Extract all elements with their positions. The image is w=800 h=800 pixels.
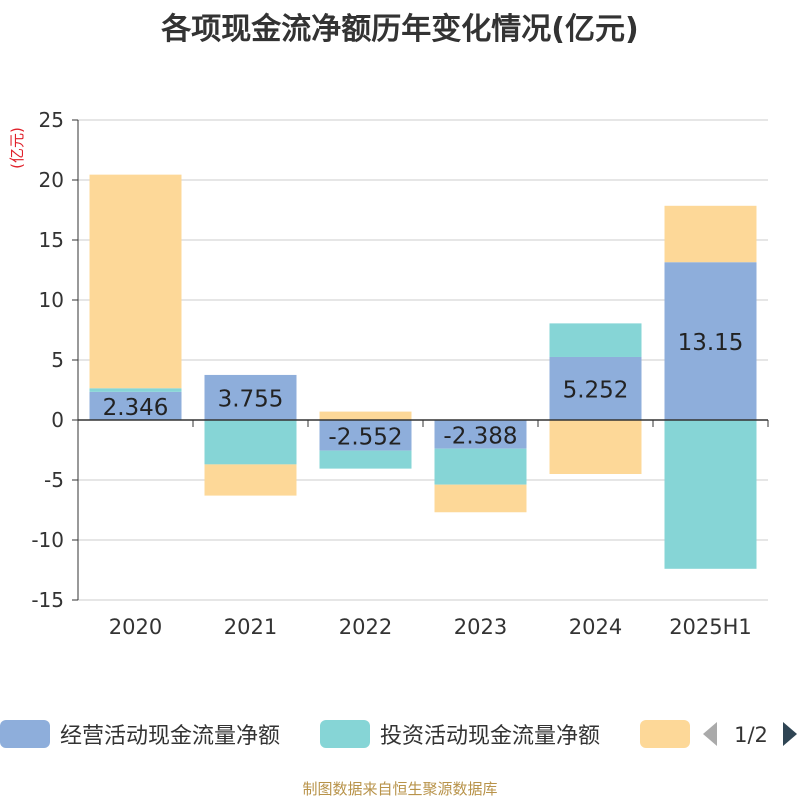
y-tick-label: 5 (51, 348, 64, 372)
y-tick-label: 20 (39, 168, 64, 192)
y-tick-label: -15 (31, 588, 64, 612)
x-tick-label: 2025H1 (669, 615, 752, 639)
chart-title: 各项现金流净额历年变化情况(亿元) (161, 12, 639, 47)
data-label: 5.252 (563, 377, 629, 403)
y-tick-label: 15 (39, 228, 64, 252)
bar-segment (549, 356, 642, 420)
legend-swatch (640, 720, 690, 748)
bar-segment (319, 420, 412, 451)
y-tick-label: 10 (39, 288, 64, 312)
bar-segment (204, 420, 297, 465)
data-label: 2.346 (103, 395, 169, 421)
data-label: 13.15 (678, 330, 744, 356)
data-label: -2.388 (443, 423, 517, 449)
y-tick-label: 0 (51, 408, 64, 432)
x-tick-label: 2022 (339, 615, 392, 639)
bar-segment (664, 262, 757, 420)
x-tick-label: 2023 (454, 615, 507, 639)
bar-segment (549, 420, 642, 474)
data-label: 3.755 (218, 386, 284, 412)
bar-segment (434, 484, 527, 513)
legend-next-icon[interactable] (783, 722, 797, 746)
bar-segment (89, 388, 182, 392)
y-tick-label: -5 (44, 468, 64, 492)
data-label: -2.552 (328, 424, 402, 450)
legend-swatch (320, 720, 370, 748)
x-tick-label: 2020 (109, 615, 162, 639)
x-tick-label: 2024 (569, 615, 622, 639)
y-axis-label: (亿元) (8, 127, 26, 169)
bar-segment (434, 448, 527, 485)
bar-segment (89, 391, 182, 420)
bar-segment (434, 420, 527, 449)
bar-segment (319, 411, 412, 420)
bar-segment (319, 450, 412, 469)
bar-segment (549, 323, 642, 357)
bar-segment (204, 374, 297, 420)
source-footer: 制图数据来自恒生聚源数据库 (302, 780, 498, 798)
bar-segment (664, 420, 757, 569)
y-tick-label: 25 (39, 108, 64, 132)
bar-segment (664, 205, 757, 263)
legend-label: 投资活动现金流量净额 (380, 724, 600, 749)
bar-segment (204, 464, 297, 496)
y-tick-label: -10 (31, 528, 64, 552)
x-tick-label: 2021 (224, 615, 277, 639)
legend-swatch (0, 720, 50, 748)
legend-label: 经营活动现金流量净额 (60, 724, 280, 749)
bar-segment (89, 174, 182, 389)
legend-prev-icon[interactable] (703, 722, 717, 746)
legend-page-indicator: 1/2 (734, 723, 768, 747)
